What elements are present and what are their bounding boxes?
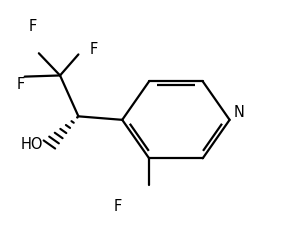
Text: F: F — [29, 19, 37, 34]
Text: F: F — [90, 42, 98, 57]
Text: F: F — [17, 77, 25, 92]
Text: F: F — [114, 199, 122, 214]
Text: HO: HO — [20, 137, 43, 152]
Text: N: N — [234, 105, 245, 120]
